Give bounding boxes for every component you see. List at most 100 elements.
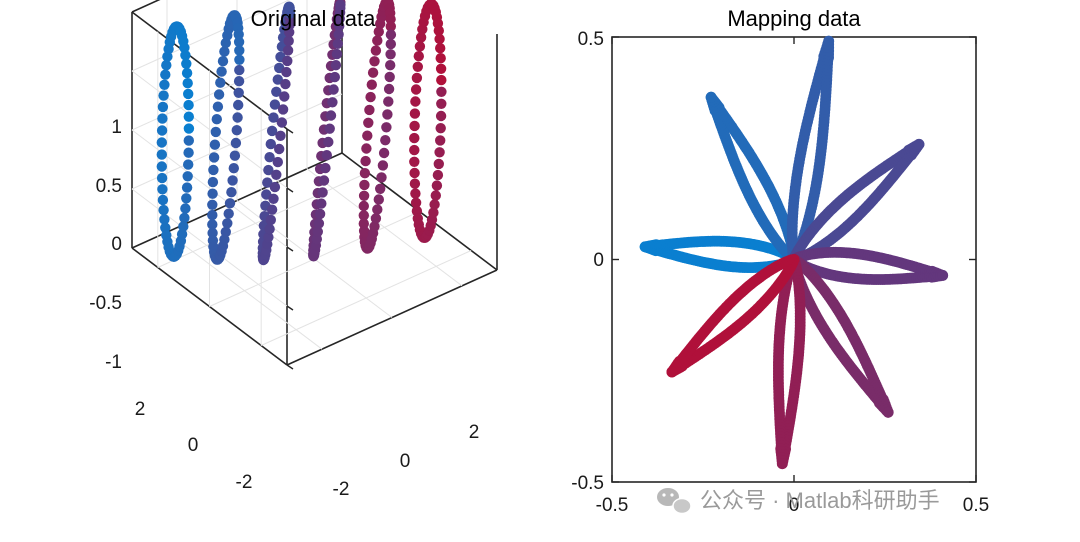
petal-point [666,366,678,378]
y-tick-label: 0 [593,250,604,271]
ring-point [358,200,369,212]
ring-point [325,110,337,121]
ring-point [212,101,224,112]
ring-point [226,187,237,198]
mapping-data-chart: Mapping data 0.5 0 -0.5 -0.5 0 0.5 [571,6,989,516]
ring-point [158,90,169,101]
ring-point [409,120,420,132]
ring-point [277,104,289,115]
ring-point [369,56,380,67]
ring-point [222,218,233,229]
ring-point [156,172,168,184]
ring-point [180,203,191,214]
ring-point [316,198,327,209]
petal-point [823,35,835,47]
ring-point [375,183,386,194]
ring-point [211,114,222,125]
ring-point [281,66,292,78]
ring-point [370,213,382,224]
ring-point [367,67,379,78]
ring-point [207,219,218,230]
ring-point [156,149,167,160]
ring-point [182,171,193,182]
ring-point [207,176,219,188]
x-tick-label: 0 [400,451,411,472]
ring-point [217,56,229,67]
ring-point [265,214,276,226]
ring-point [380,135,391,146]
ring-point [383,83,395,95]
ring-point [358,210,369,221]
ring-point [183,88,194,100]
ring-point [272,156,283,168]
ring-point [268,112,279,123]
ring-point [276,117,288,128]
ring-point [373,194,384,205]
ring-point [369,221,380,232]
ring-point [227,175,238,186]
ring-point [208,152,220,163]
ring-point [435,63,447,74]
ring-point [436,98,447,110]
ring-point [233,99,244,111]
petal-point [882,406,894,418]
ring-point [282,55,293,67]
ring-point [230,137,242,149]
ring-point [183,135,194,146]
ring-point [234,54,245,65]
ring-point [271,169,282,180]
ring-point [161,59,172,71]
ring-point [373,26,384,37]
x-tick-label: -0.5 [596,495,629,516]
ring-point [157,194,169,206]
ring-point [158,204,169,216]
ring-point [434,147,445,158]
ring-point [317,187,328,198]
ring-point [415,32,427,43]
y-tick-label: 0 [188,435,199,456]
ring-point [263,232,274,243]
ring-point [413,51,424,62]
tick-marks-2d [611,36,977,483]
ring-point [160,69,171,80]
ring-point [331,48,343,60]
ring-point [181,67,193,79]
ring-point [313,218,325,229]
ring-point [372,35,383,46]
ring-point [272,74,283,85]
ring-point [366,79,377,90]
ring-point [275,130,286,141]
grid-line [131,70,288,189]
ring-point [282,45,294,56]
z-tick-label: 0.5 [96,176,122,197]
z-tick-mark [286,364,294,370]
ring-point [231,125,242,136]
ring-point [362,130,373,141]
ring-point [410,188,421,199]
ring-point [284,8,296,19]
x-tick-label: -2 [333,479,350,500]
ring-point [224,198,236,209]
ring-point [176,229,188,240]
ring-point [233,29,244,40]
petal-point [639,241,651,253]
ring-point [333,29,344,40]
ring-point [178,221,189,232]
ring-point [436,74,447,86]
ring-point [183,159,194,170]
ring-point [183,111,194,122]
petal-point [705,91,717,103]
ring-markers [156,0,447,266]
ring-point [183,123,195,134]
x-tick-label: 2 [469,422,480,443]
petal-markers [639,35,949,470]
ring-point [234,45,245,56]
ring-point [330,59,342,71]
ring-point [431,180,443,191]
original-data-chart: Original data 1 0.5 0 -0.5 -1 2 0 -2 -2 … [89,0,498,500]
ring-point [220,226,231,238]
ring-point [409,132,420,144]
ring-point [409,178,421,189]
ring-point [223,208,234,219]
